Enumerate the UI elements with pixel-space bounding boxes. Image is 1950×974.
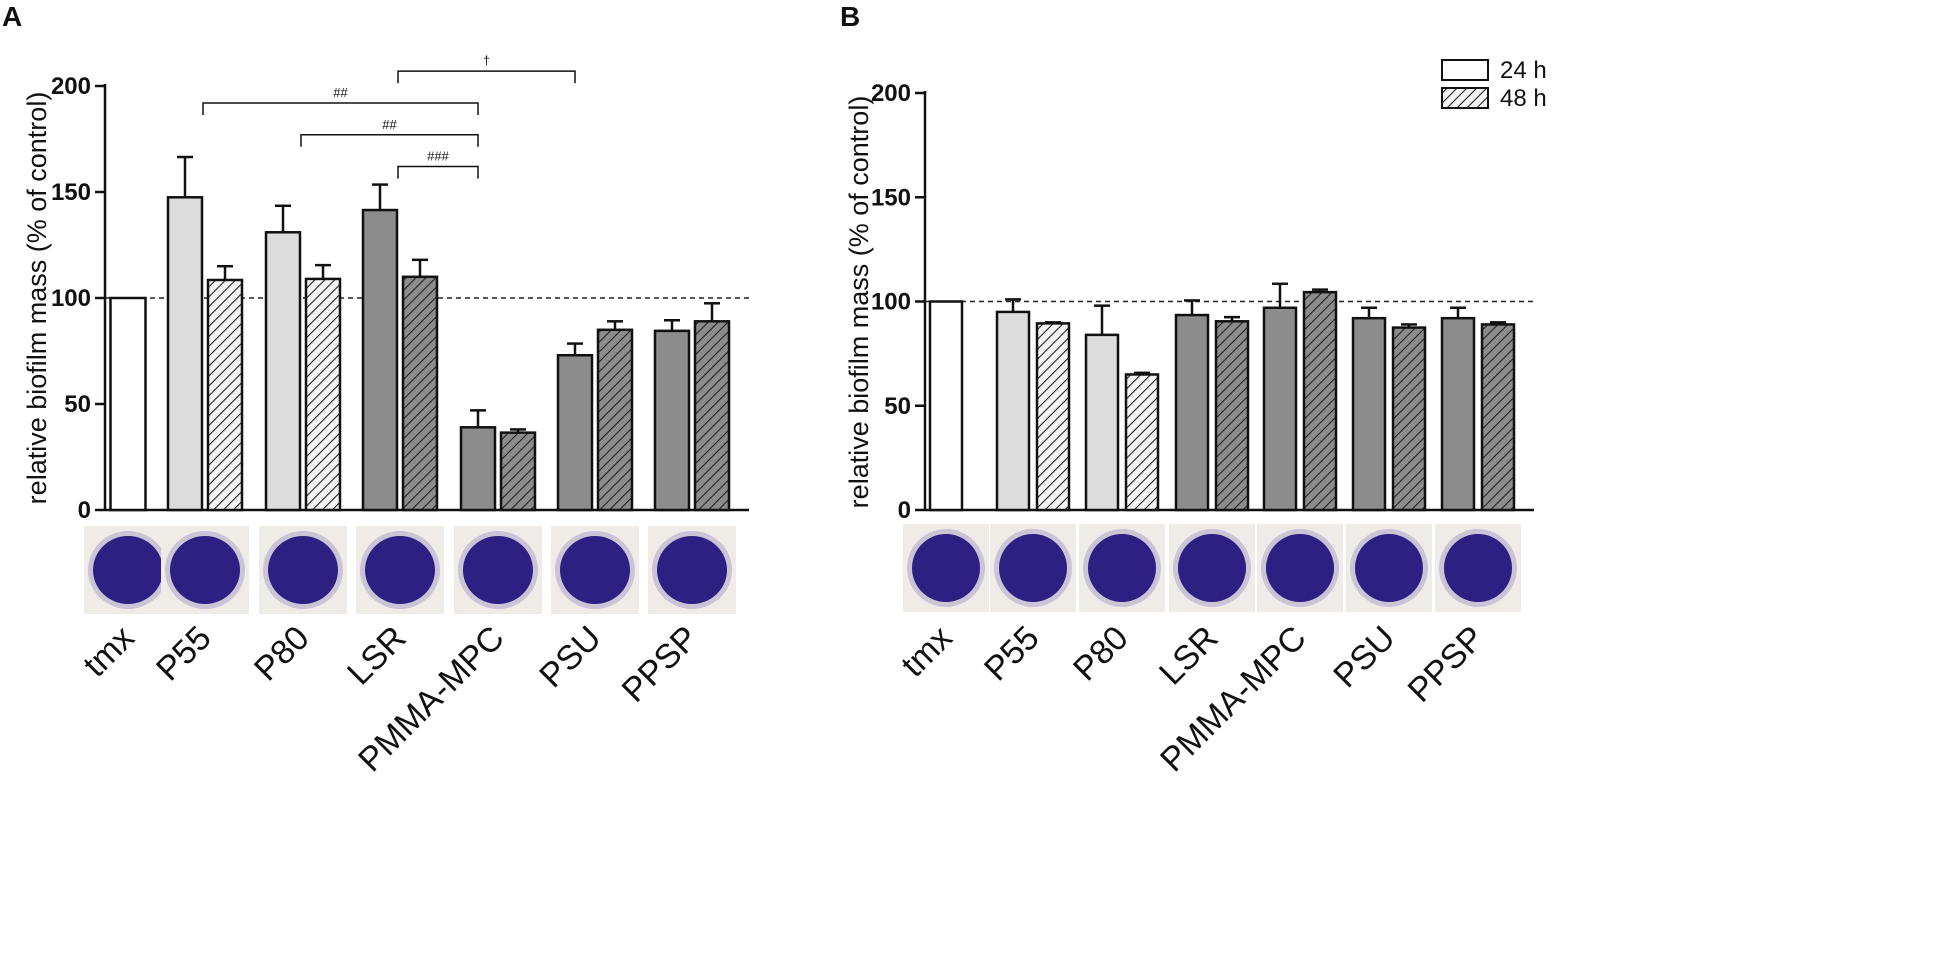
- dish-stain: [1444, 534, 1512, 602]
- bar-p55-48h: [206, 278, 244, 512]
- bar-pmma-mpc-48h: [499, 431, 537, 512]
- panel-label-b: B: [840, 1, 860, 32]
- y-tick-label: 200: [871, 80, 911, 107]
- significance-bracket: [397, 165, 479, 179]
- significance-bracket: [300, 134, 479, 147]
- legend-swatch-open: [1441, 59, 1489, 81]
- bar-ppsp-24h: [653, 329, 691, 512]
- dish-stain: [1355, 534, 1423, 602]
- significance-bracket: [397, 70, 576, 84]
- x-tick-label: tmx: [894, 619, 960, 685]
- bar-tmx-24h: [928, 300, 964, 512]
- dish-stain: [999, 534, 1067, 602]
- y-axis-label-a: relative biofilm mass (% of control): [22, 92, 52, 505]
- bar-p55-24h: [166, 196, 204, 512]
- bar-psu-24h: [1351, 316, 1387, 512]
- legend: 24 h 48 h: [1441, 57, 1547, 112]
- bar-p80-24h: [264, 231, 302, 512]
- bar-p80-48h: [1124, 373, 1160, 512]
- dish-stain: [268, 536, 338, 604]
- bar-ppsp-24h: [1440, 316, 1476, 512]
- bar-pmma-mpc-48h: [1302, 290, 1338, 512]
- dish-stain: [93, 536, 163, 604]
- y-tick-label: 150: [871, 184, 911, 211]
- significance-label: ###: [427, 149, 449, 164]
- x-tick-label: PPSP: [1401, 619, 1492, 710]
- bar-tmx-24h: [109, 296, 147, 512]
- x-tick-label: P55: [149, 619, 219, 689]
- x-tick-label: tmx: [76, 619, 142, 685]
- x-tick-label: P80: [247, 619, 317, 689]
- legend-label-24h: 24 h: [1500, 57, 1547, 84]
- dish-stain: [1266, 534, 1334, 602]
- y-tick-label: 50: [884, 393, 911, 420]
- dish-stain: [1178, 534, 1246, 602]
- dish-stain: [365, 536, 435, 604]
- bar-ppsp-48h: [1480, 323, 1516, 512]
- chart-panel-a: relative biofilm mass (% of control) 0 50…: [22, 53, 749, 779]
- y-tick-label: 0: [78, 497, 91, 524]
- bar-p55-24h: [995, 310, 1031, 512]
- dish-stain: [170, 536, 240, 604]
- dish-stain: [463, 536, 533, 604]
- bar-p80-24h: [1084, 333, 1120, 512]
- y-tick-label: 150: [51, 179, 91, 206]
- significance-label: †: [483, 53, 490, 68]
- bar-psu-24h: [556, 353, 594, 512]
- bar-lsr-24h: [361, 208, 399, 512]
- significance-label: ##: [382, 117, 397, 132]
- x-tick-label: LSR: [1152, 619, 1226, 693]
- x-tick-label: PSU: [532, 619, 608, 695]
- x-tick-label: LSR: [340, 619, 414, 693]
- bar-psu-48h: [596, 328, 634, 512]
- dish-stain: [560, 536, 630, 604]
- bar-pmma-mpc-24h: [459, 426, 497, 512]
- y-tick-label: 0: [898, 497, 911, 524]
- y-tick-label: 200: [51, 73, 91, 100]
- bar-pmma-mpc-24h: [1262, 306, 1298, 512]
- bar-p80-48h: [304, 277, 342, 512]
- chart-panel-b: relative biofilm mass (% of control) 0 50…: [844, 80, 1534, 779]
- x-tick-label: P55: [977, 619, 1047, 689]
- dish-stain: [657, 536, 727, 604]
- y-tick-label: 100: [51, 285, 91, 312]
- x-tick-label: PSU: [1326, 619, 1402, 695]
- dish-stain: [912, 534, 980, 602]
- dish-stain: [1088, 534, 1156, 602]
- bar-lsr-48h: [401, 275, 439, 512]
- bar-lsr-24h: [1174, 313, 1210, 512]
- significance-label: ##: [333, 85, 348, 100]
- bar-ppsp-48h: [693, 320, 731, 512]
- y-tick-label: 100: [871, 289, 911, 316]
- legend-label-48h: 48 h: [1500, 85, 1547, 112]
- bar-p55-48h: [1035, 322, 1071, 512]
- legend-swatch-hatched: [1441, 87, 1489, 109]
- x-tick-label: P80: [1066, 619, 1136, 689]
- panel-label-a: A: [2, 1, 22, 32]
- bar-psu-48h: [1391, 326, 1427, 512]
- bar-lsr-48h: [1214, 320, 1250, 512]
- y-tick-label: 50: [64, 391, 91, 418]
- x-tick-label: PPSP: [615, 619, 706, 710]
- y-axis-label-b: relative biofilm mass (% of control): [844, 96, 874, 509]
- significance-bracket: [202, 102, 479, 115]
